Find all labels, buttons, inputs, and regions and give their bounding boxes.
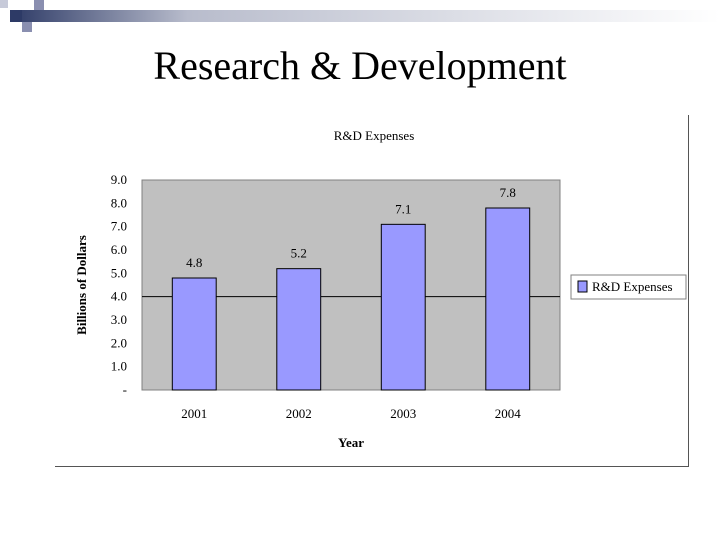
chart-frame: R&D Expenses - 1.0 2.0 3.0 4.0 5.0 6.0 7.0 8.0 9.… (55, 115, 689, 467)
y-tick-label: 1.0 (111, 359, 127, 374)
x-axis-label: Year (338, 435, 364, 450)
y-tick-label: 3.0 (111, 312, 127, 327)
bar-2001 (171, 277, 217, 391)
y-tick-label: 4.0 (111, 289, 127, 304)
y-tick-label: 5.0 (111, 265, 127, 280)
y-tick-label: 6.0 (111, 242, 127, 257)
slide-title: Research & Development (153, 43, 567, 88)
bar-chart: R&D Expenses - 1.0 2.0 3.0 4.0 5.0 6.0 7.0 8.0 9.… (74, 128, 687, 450)
y-tick-label: 2.0 (111, 335, 127, 350)
data-label-2004: 7.8 (500, 185, 516, 200)
x-tick-label: 2004 (495, 406, 522, 421)
legend-swatch (577, 280, 588, 293)
y-tick-label: 9.0 (111, 172, 127, 187)
x-tick-label: 2001 (181, 406, 207, 421)
legend-box (570, 274, 687, 300)
chart-title: R&D Expenses (334, 128, 415, 143)
y-tick-label: 8.0 (111, 195, 127, 210)
bar-2002 (276, 268, 322, 391)
corner-decoration (0, 0, 720, 32)
x-tick-label: 2003 (390, 406, 416, 421)
y-axis-label: Billions of Dollars (74, 235, 89, 335)
data-label-2002: 5.2 (291, 246, 307, 261)
data-label-2001: 4.8 (186, 255, 202, 270)
bar-2003 (380, 223, 426, 391)
y-tick-label: - (123, 382, 127, 397)
y-tick-label: 7.0 (111, 219, 127, 234)
legend-label: R&D Expenses (592, 279, 673, 294)
x-tick-label: 2002 (286, 406, 312, 421)
bar-2004 (485, 207, 531, 391)
data-label-2003: 7.1 (395, 201, 411, 216)
